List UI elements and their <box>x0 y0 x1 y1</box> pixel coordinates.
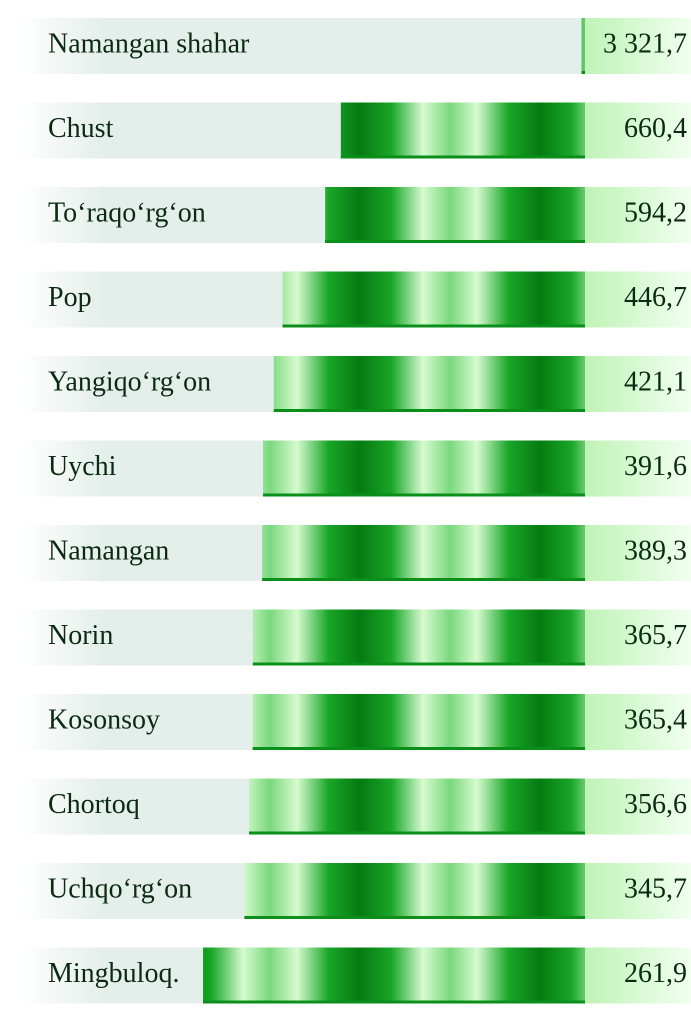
bar-edge <box>282 324 585 328</box>
value-box <box>585 525 691 581</box>
bar <box>581 18 585 74</box>
bar <box>252 694 585 750</box>
bar-edge <box>244 916 585 919</box>
value-box <box>585 947 691 1004</box>
bar-edge <box>262 578 585 581</box>
category-label: Mingbuloq. <box>48 958 179 989</box>
bar <box>262 525 585 581</box>
bar-edge <box>262 493 585 497</box>
category-label: Uchqo‘rg‘on <box>48 873 192 904</box>
value-box <box>585 863 691 919</box>
category-label: Pop <box>48 282 92 313</box>
bar <box>340 102 585 159</box>
category-label: Namangan <box>48 535 169 566</box>
value-box <box>585 102 691 159</box>
bar <box>252 609 586 666</box>
value-label: 391,6 <box>624 451 687 482</box>
bar <box>249 778 585 835</box>
value-label: 365,4 <box>624 704 687 735</box>
category-label: Uychi <box>48 451 117 482</box>
value-label: 421,1 <box>624 366 687 397</box>
value-label: 594,2 <box>624 197 687 228</box>
category-label: Chortoq <box>48 789 140 820</box>
value-label: 365,7 <box>624 620 687 651</box>
value-label: 261,9 <box>624 958 687 989</box>
category-label: Namangan shahar <box>48 28 250 59</box>
category-label: Norin <box>48 620 113 651</box>
bar <box>244 863 585 919</box>
bar <box>262 440 585 497</box>
bar-edge <box>273 409 585 412</box>
category-label: Chust <box>48 113 114 144</box>
value-box <box>585 609 691 666</box>
bar-edge <box>252 662 586 666</box>
value-label: 345,7 <box>624 873 687 904</box>
value-label: 446,7 <box>624 282 687 313</box>
category-label: Yangiqo‘rg‘on <box>48 366 211 397</box>
value-box <box>585 18 691 74</box>
bar <box>325 187 585 243</box>
bar-edge <box>252 747 585 750</box>
category-label: To‘raqo‘rg‘on <box>48 197 206 228</box>
value-box <box>585 271 691 328</box>
value-label: 3 321,7 <box>603 28 687 59</box>
bar <box>273 356 585 412</box>
bar-edge <box>249 831 585 835</box>
value-box <box>585 694 691 750</box>
row-background <box>20 18 585 74</box>
value-label: 660,4 <box>624 113 687 144</box>
value-label: 356,6 <box>624 789 687 820</box>
value-box <box>585 187 691 243</box>
bar <box>282 271 585 328</box>
bar <box>203 947 585 1004</box>
value-label: 389,3 <box>624 535 687 566</box>
bar-edge <box>340 155 585 159</box>
value-box <box>585 778 691 835</box>
bar-edge <box>325 240 585 243</box>
category-label: Kosonsoy <box>48 704 160 735</box>
bar-edge <box>581 71 585 74</box>
bar-edge <box>203 1000 585 1004</box>
value-box <box>585 356 691 412</box>
value-box <box>585 440 691 497</box>
